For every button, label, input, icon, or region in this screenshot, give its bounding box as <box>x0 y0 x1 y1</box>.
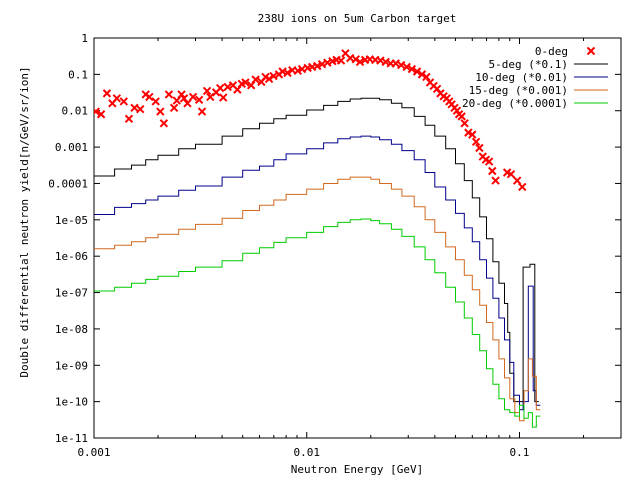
data-point <box>233 85 242 94</box>
y-tick-label: 0.0001 <box>48 177 88 190</box>
legend-label: 10-deg (*0.01) <box>475 71 568 84</box>
data-point <box>391 59 400 68</box>
data-point <box>94 107 101 116</box>
plot-area: 1 0.1 0.01 0.001 0.0001 1e-05 1e-06 1e-07 1e-08 1… <box>48 32 622 459</box>
data-point <box>506 169 516 179</box>
data-point <box>251 75 260 84</box>
data-point <box>119 97 128 106</box>
data-point <box>183 99 192 108</box>
data-point <box>124 114 134 124</box>
data-point <box>402 62 411 72</box>
data-point <box>283 68 292 78</box>
data-point <box>241 78 250 87</box>
data-point <box>355 57 365 67</box>
data-point <box>488 166 497 176</box>
data-point <box>471 137 481 146</box>
legend-label: 20-deg (*0.0001) <box>462 97 568 110</box>
series-line-15-deg <box>94 176 541 422</box>
y-tick-label: 1e-11 <box>55 432 88 445</box>
data-point <box>412 67 422 76</box>
data-point <box>112 94 122 103</box>
data-point <box>136 105 145 114</box>
data-point <box>156 107 165 116</box>
data-point <box>96 110 106 119</box>
data-point <box>216 83 225 93</box>
y-tick-label: 0.001 <box>55 141 88 154</box>
data-point <box>484 157 494 166</box>
data-point <box>351 55 360 64</box>
data-point <box>169 103 179 113</box>
x-tick-label: 0.01 <box>293 446 320 459</box>
y-tick-label: 1e-10 <box>55 396 88 409</box>
data-point <box>194 95 204 104</box>
y-tick-label: 1e-09 <box>55 359 88 372</box>
series-line-10-deg <box>94 135 541 411</box>
data-point <box>151 97 160 106</box>
data-point <box>518 182 527 192</box>
legend-marker <box>586 46 596 56</box>
data-point <box>179 94 189 103</box>
data-point <box>102 89 112 98</box>
data-point <box>475 143 484 153</box>
y-tick-label: 1e-06 <box>55 250 88 263</box>
y-tick-label: 1e-08 <box>55 323 88 336</box>
series-line-20-deg <box>94 218 541 428</box>
y-tick-label: 1 <box>81 32 88 45</box>
plot-frame <box>93 37 622 439</box>
x-tick-label: 0.001 <box>77 446 110 459</box>
series-group <box>94 49 541 428</box>
data-point <box>336 56 346 65</box>
x-axis-label: Neutron Energy [GeV] <box>291 463 423 476</box>
data-point <box>188 92 198 102</box>
data-point <box>145 92 154 102</box>
series-line-5-deg <box>94 97 539 403</box>
data-point <box>491 176 500 185</box>
data-point <box>313 61 322 71</box>
data-point <box>264 74 274 84</box>
y-tick-label: 1e-05 <box>55 214 88 227</box>
y-axis-label: Double differential neutron yield[n/GeV/… <box>18 66 31 377</box>
data-point <box>197 107 207 116</box>
legend-label: 0-deg <box>535 45 568 58</box>
legend-label: 15-deg (*0.001) <box>469 84 568 97</box>
data-point <box>468 130 477 139</box>
data-point <box>269 71 278 81</box>
data-point <box>219 93 228 102</box>
data-point <box>164 90 174 99</box>
data-point <box>460 119 469 128</box>
data-point <box>407 64 417 74</box>
x-tick-label: 0.1 <box>510 446 530 459</box>
data-point <box>397 60 406 70</box>
data-point <box>457 112 466 121</box>
y-tick-label: 1e-07 <box>55 287 88 300</box>
y-tick-label: 0.1 <box>68 68 88 81</box>
data-point <box>159 119 169 128</box>
data-point <box>202 86 212 96</box>
data-point <box>422 72 431 82</box>
data-point <box>417 70 427 79</box>
data-point <box>130 103 139 113</box>
y-tick-label: 0.01 <box>62 105 89 118</box>
legend-label: 5-deg (*0.1) <box>489 58 568 71</box>
chart-title: 238U ions on 5um Carbon target <box>258 12 457 25</box>
